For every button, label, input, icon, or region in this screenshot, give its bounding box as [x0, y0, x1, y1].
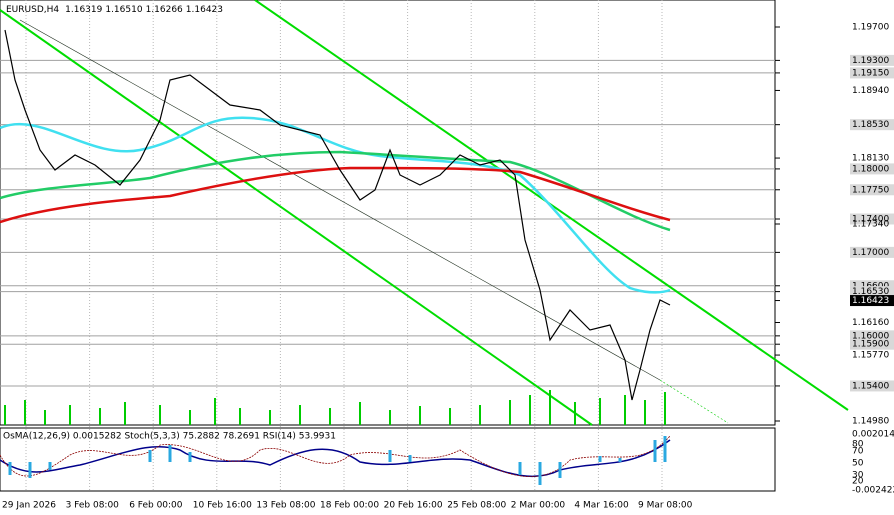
- symbol: EURUSD,H4: [6, 5, 59, 15]
- time-label: 4 Mar 16:00: [574, 501, 629, 511]
- price-box: [850, 163, 894, 175]
- trend-line: [19, 19, 661, 381]
- price-box: [850, 295, 894, 307]
- indicator-label: 0.002014: [852, 430, 894, 440]
- indicator-label: 30: [852, 471, 864, 481]
- time-label: 18 Feb 00:00: [320, 501, 379, 511]
- grid: [25, 0, 663, 491]
- price-label: 1.15900: [852, 340, 889, 350]
- price-label: 1.17340: [852, 220, 889, 230]
- price-label: 1.19700: [852, 23, 889, 33]
- ma-line: [0, 166, 671, 224]
- price-box: [850, 330, 894, 342]
- time-label: 3 Feb 08:00: [66, 501, 120, 511]
- osma-histogram: [8, 436, 667, 485]
- time-label: 6 Feb 00:00: [129, 501, 183, 511]
- time-label: 9 Mar 08:00: [638, 501, 693, 511]
- price-label: 1.18530: [852, 120, 889, 130]
- indicator-label: 50: [852, 459, 864, 469]
- price-box: [850, 54, 894, 66]
- chart-drawing: [0, 0, 849, 485]
- time-label: 20 Feb 16:00: [384, 501, 443, 511]
- low: 1.16266: [146, 5, 183, 15]
- indicator-panel: [0, 427, 776, 492]
- price-label: 1.17000: [852, 248, 889, 258]
- price-box: [850, 380, 894, 392]
- price-label: 1.15770: [852, 351, 889, 361]
- price-label: 1.16000: [852, 331, 889, 341]
- price-label: 1.18940: [852, 86, 889, 96]
- price-label: 1.19300: [852, 56, 889, 66]
- price-box: [850, 280, 894, 292]
- price-label: 1.17750: [852, 185, 889, 195]
- indicator-label: 20: [852, 477, 864, 487]
- price-box: [850, 67, 894, 79]
- high: 1.16510: [105, 5, 142, 15]
- price-label: 1.14980: [852, 417, 889, 427]
- channel-line: [254, 0, 849, 411]
- price-label: 1.15400: [852, 381, 889, 391]
- price-box: [850, 338, 894, 350]
- indicator-label: 80: [852, 440, 864, 450]
- signal-line: [0, 435, 671, 477]
- price-label: 1.18000: [852, 164, 889, 174]
- price-box: [850, 246, 894, 258]
- main-panel: [0, 0, 776, 426]
- time-label: 10 Feb 16:00: [193, 501, 252, 511]
- price-label: 1.16160: [852, 318, 889, 328]
- ma-line: [0, 150, 671, 232]
- indicator-header: OsMA(12,26,9) 0.0015282 Stoch(5,3,3) 75.…: [3, 432, 336, 442]
- volume-bars: [4, 390, 666, 425]
- axis: 1.19700 1.19300 1.19150 1.18940 1.18530 1.181…: [2, 23, 894, 511]
- price-label: 1.18130: [852, 154, 889, 164]
- price-label: 1.17400: [852, 214, 889, 224]
- time-label: 13 Feb 08:00: [256, 501, 315, 511]
- trend-line: [659, 379, 729, 424]
- price-box: [850, 286, 894, 298]
- price-label: 1.16423: [852, 296, 889, 306]
- header: EURUSD,H4 1.16319 1.16510 1.16266 1.16423: [6, 5, 223, 15]
- close: 1.16423: [186, 5, 223, 15]
- indicator-label: 70: [852, 447, 864, 457]
- channel-line: [0, 9, 593, 426]
- time-label: 25 Feb 08:00: [447, 501, 506, 511]
- price-line: [4, 29, 671, 401]
- time-label: 29 Jan 2026: [2, 501, 56, 511]
- price-box: [850, 213, 894, 225]
- time-label: 2 Mar 00:00: [511, 501, 566, 511]
- open: 1.16319: [65, 5, 102, 15]
- price-label: 1.19150: [852, 68, 889, 78]
- price-box: [850, 119, 894, 131]
- indicator-label: -0.002422: [852, 486, 894, 496]
- price-box: [850, 184, 894, 196]
- price-label: 1.16530: [852, 287, 889, 297]
